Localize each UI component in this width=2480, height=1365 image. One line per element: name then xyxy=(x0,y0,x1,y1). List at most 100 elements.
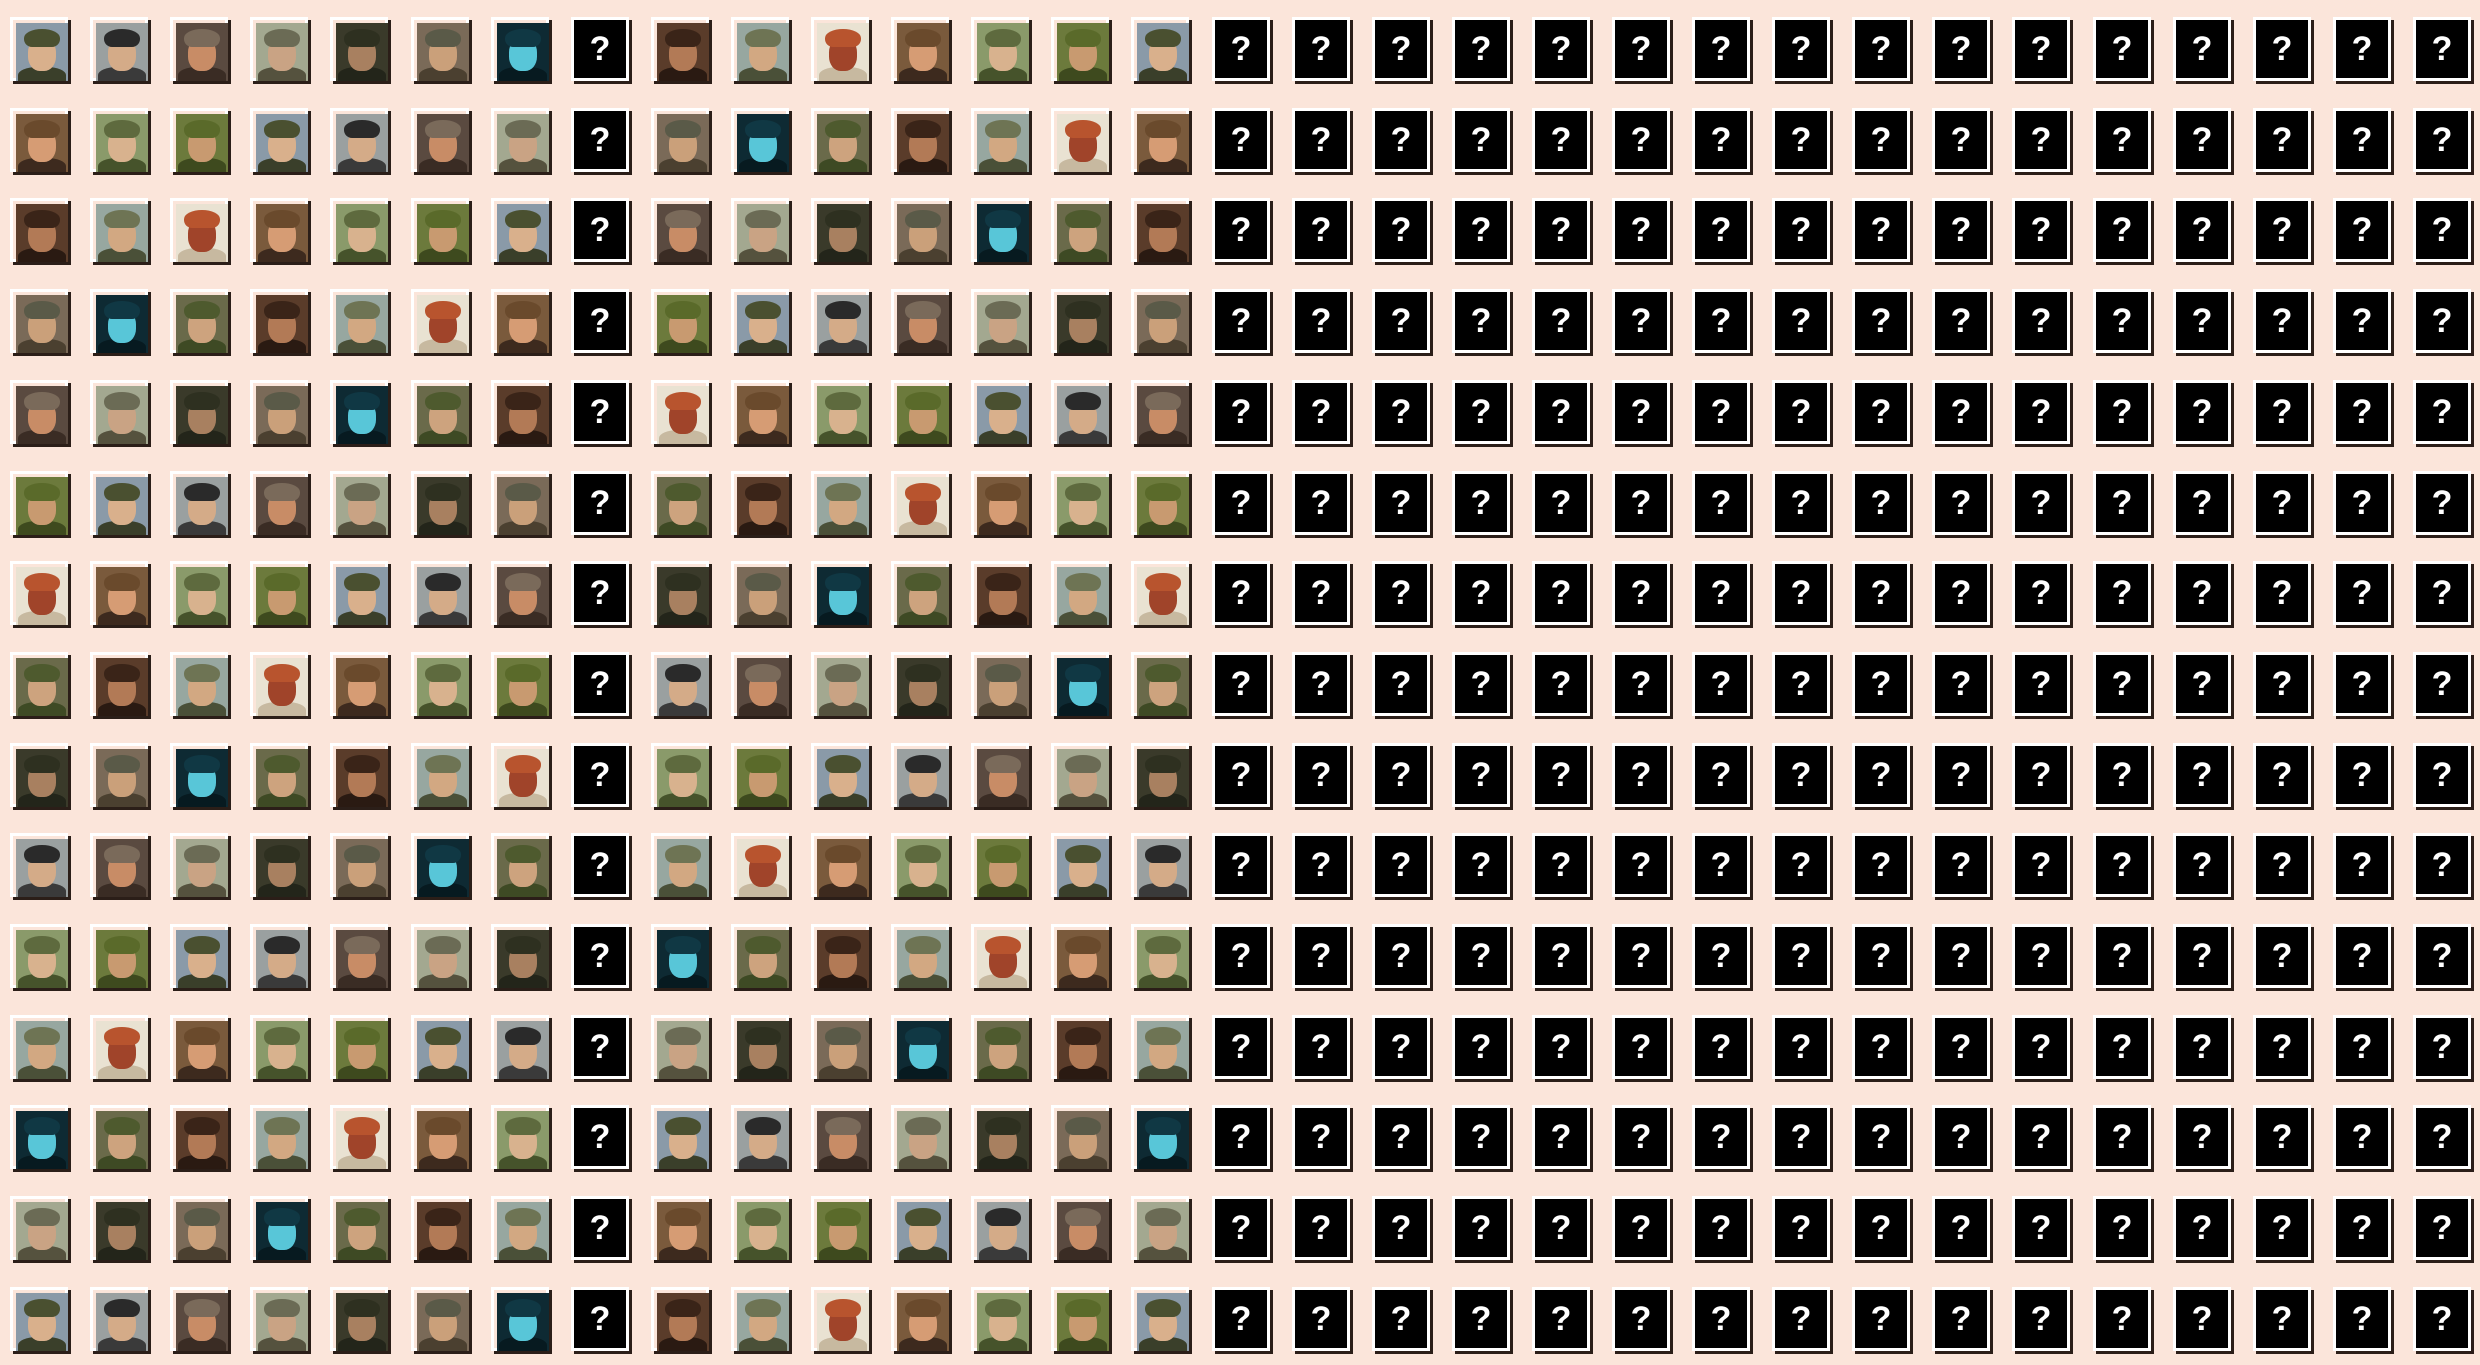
character-portrait-tile[interactable] xyxy=(1131,652,1191,718)
locked-character-tile[interactable]: ? xyxy=(2173,17,2233,83)
locked-character-tile[interactable]: ? xyxy=(2093,198,2153,264)
locked-character-tile[interactable]: ? xyxy=(1372,1196,1432,1262)
character-portrait-tile[interactable] xyxy=(491,17,551,83)
character-portrait-tile[interactable] xyxy=(1051,17,1111,83)
character-portrait-tile[interactable] xyxy=(90,198,150,264)
locked-character-tile[interactable]: ? xyxy=(2012,289,2072,355)
character-portrait-tile[interactable] xyxy=(90,380,150,446)
locked-character-tile[interactable]: ? xyxy=(2253,17,2313,83)
character-portrait-tile[interactable] xyxy=(891,652,951,718)
character-portrait-tile[interactable] xyxy=(90,1196,150,1262)
locked-character-tile[interactable]: ? xyxy=(1212,380,1272,446)
locked-character-tile[interactable]: ? xyxy=(1852,1287,1912,1353)
locked-character-tile[interactable]: ? xyxy=(2012,924,2072,990)
locked-character-tile[interactable]: ? xyxy=(2012,198,2072,264)
character-portrait-tile[interactable] xyxy=(90,743,150,809)
locked-character-tile[interactable]: ? xyxy=(2093,1015,2153,1081)
locked-character-tile[interactable]: ? xyxy=(1692,561,1752,627)
locked-character-tile[interactable]: ? xyxy=(1852,743,1912,809)
locked-character-tile[interactable]: ? xyxy=(1212,652,1272,718)
locked-character-tile[interactable]: ? xyxy=(2413,1105,2473,1171)
locked-character-tile[interactable]: ? xyxy=(1932,471,1992,537)
locked-character-tile[interactable]: ? xyxy=(571,561,631,627)
character-portrait-tile[interactable] xyxy=(1131,743,1191,809)
character-portrait-tile[interactable] xyxy=(811,924,871,990)
character-portrait-tile[interactable] xyxy=(651,561,711,627)
locked-character-tile[interactable]: ? xyxy=(1772,17,1832,83)
locked-character-tile[interactable]: ? xyxy=(2333,924,2393,990)
character-portrait-tile[interactable] xyxy=(891,471,951,537)
locked-character-tile[interactable]: ? xyxy=(2333,380,2393,446)
locked-character-tile[interactable]: ? xyxy=(1292,289,1352,355)
locked-character-tile[interactable]: ? xyxy=(571,289,631,355)
character-portrait-tile[interactable] xyxy=(170,17,230,83)
locked-character-tile[interactable]: ? xyxy=(2173,380,2233,446)
character-portrait-tile[interactable] xyxy=(651,1196,711,1262)
character-portrait-tile[interactable] xyxy=(90,924,150,990)
character-portrait-tile[interactable] xyxy=(971,1196,1031,1262)
character-portrait-tile[interactable] xyxy=(971,561,1031,627)
character-portrait-tile[interactable] xyxy=(651,1015,711,1081)
character-portrait-tile[interactable] xyxy=(170,743,230,809)
character-portrait-tile[interactable] xyxy=(10,743,70,809)
character-portrait-tile[interactable] xyxy=(170,471,230,537)
locked-character-tile[interactable]: ? xyxy=(1612,108,1672,174)
locked-character-tile[interactable]: ? xyxy=(1772,1287,1832,1353)
character-portrait-tile[interactable] xyxy=(10,198,70,264)
locked-character-tile[interactable]: ? xyxy=(1212,471,1272,537)
locked-character-tile[interactable]: ? xyxy=(2333,1196,2393,1262)
locked-character-tile[interactable]: ? xyxy=(571,380,631,446)
locked-character-tile[interactable]: ? xyxy=(2253,1105,2313,1171)
character-portrait-tile[interactable] xyxy=(731,1196,791,1262)
locked-character-tile[interactable]: ? xyxy=(1852,380,1912,446)
locked-character-tile[interactable]: ? xyxy=(1612,1015,1672,1081)
character-portrait-tile[interactable] xyxy=(651,471,711,537)
character-portrait-tile[interactable] xyxy=(170,652,230,718)
locked-character-tile[interactable]: ? xyxy=(2333,108,2393,174)
character-portrait-tile[interactable] xyxy=(411,833,471,899)
locked-character-tile[interactable]: ? xyxy=(2093,108,2153,174)
locked-character-tile[interactable]: ? xyxy=(2253,198,2313,264)
character-portrait-tile[interactable] xyxy=(250,198,310,264)
locked-character-tile[interactable]: ? xyxy=(1852,198,1912,264)
character-portrait-tile[interactable] xyxy=(250,380,310,446)
locked-character-tile[interactable]: ? xyxy=(2333,743,2393,809)
locked-character-tile[interactable]: ? xyxy=(1452,561,1512,627)
locked-character-tile[interactable]: ? xyxy=(1212,17,1272,83)
character-portrait-tile[interactable] xyxy=(811,561,871,627)
character-portrait-tile[interactable] xyxy=(1051,108,1111,174)
locked-character-tile[interactable]: ? xyxy=(1692,1105,1752,1171)
character-portrait-tile[interactable] xyxy=(330,833,390,899)
locked-character-tile[interactable]: ? xyxy=(1852,652,1912,718)
locked-character-tile[interactable]: ? xyxy=(2253,1015,2313,1081)
locked-character-tile[interactable]: ? xyxy=(2012,743,2072,809)
character-portrait-tile[interactable] xyxy=(891,833,951,899)
locked-character-tile[interactable]: ? xyxy=(1372,198,1432,264)
locked-character-tile[interactable]: ? xyxy=(1532,380,1592,446)
locked-character-tile[interactable]: ? xyxy=(2413,652,2473,718)
character-portrait-tile[interactable] xyxy=(811,471,871,537)
locked-character-tile[interactable]: ? xyxy=(571,1015,631,1081)
character-portrait-tile[interactable] xyxy=(1051,1105,1111,1171)
locked-character-tile[interactable]: ? xyxy=(2333,652,2393,718)
character-portrait-tile[interactable] xyxy=(411,743,471,809)
character-portrait-tile[interactable] xyxy=(651,833,711,899)
locked-character-tile[interactable]: ? xyxy=(1372,289,1432,355)
character-portrait-tile[interactable] xyxy=(250,1196,310,1262)
locked-character-tile[interactable]: ? xyxy=(1612,1287,1672,1353)
locked-character-tile[interactable]: ? xyxy=(2413,17,2473,83)
character-portrait-tile[interactable] xyxy=(411,924,471,990)
locked-character-tile[interactable]: ? xyxy=(1772,561,1832,627)
locked-character-tile[interactable]: ? xyxy=(2413,380,2473,446)
character-portrait-tile[interactable] xyxy=(250,108,310,174)
locked-character-tile[interactable]: ? xyxy=(1452,471,1512,537)
locked-character-tile[interactable]: ? xyxy=(1772,108,1832,174)
character-portrait-tile[interactable] xyxy=(1051,1015,1111,1081)
character-portrait-tile[interactable] xyxy=(170,198,230,264)
character-portrait-tile[interactable] xyxy=(971,743,1031,809)
character-portrait-tile[interactable] xyxy=(1131,380,1191,446)
locked-character-tile[interactable]: ? xyxy=(1932,1287,1992,1353)
locked-character-tile[interactable]: ? xyxy=(1932,924,1992,990)
locked-character-tile[interactable]: ? xyxy=(2093,561,2153,627)
character-portrait-tile[interactable] xyxy=(10,1105,70,1171)
